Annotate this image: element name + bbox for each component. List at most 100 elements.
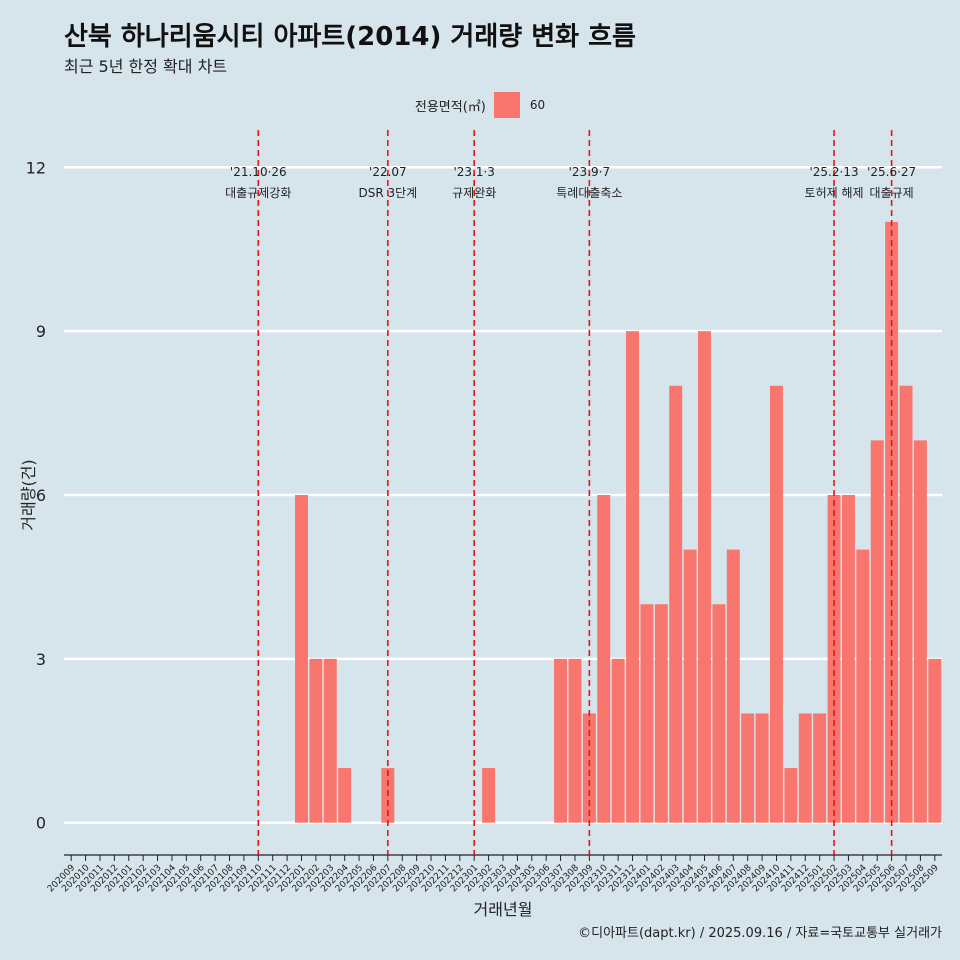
bar	[309, 658, 323, 823]
chart-subtitle: 최근 5년 한정 확대 차트	[64, 57, 228, 76]
x-tick-label: 202406	[694, 863, 726, 895]
bar	[885, 221, 899, 823]
x-tick-label: 202204	[319, 863, 351, 895]
x-tick-label: 202405	[679, 863, 710, 894]
x-tick-label: 202307	[535, 863, 566, 894]
x-tick-label: 202311	[593, 863, 624, 894]
x-tick-label: 202201	[276, 863, 307, 894]
bar	[827, 495, 841, 823]
x-tick-label: 202402	[636, 863, 667, 894]
x-tick-label: 202412	[780, 863, 811, 894]
annotation-label: 대출규제	[870, 186, 914, 200]
annotation-label: 특례대출축소	[556, 186, 622, 200]
x-tick-label: 202507	[881, 863, 912, 894]
x-tick-label: 202502	[809, 863, 840, 894]
x-tick-label: 202206	[348, 863, 380, 895]
bar	[870, 440, 884, 823]
x-tick-label: 202408	[722, 863, 754, 895]
x-tick-label: 202305	[507, 863, 538, 894]
bar	[698, 331, 711, 823]
x-tick-label: 202011	[75, 863, 106, 894]
bar	[712, 604, 726, 823]
annotation-label: 대출규제강화	[225, 186, 291, 200]
bar	[928, 658, 942, 823]
x-tick-label: 202411	[766, 863, 797, 894]
x-tick-label: 202110	[233, 863, 265, 895]
bar	[841, 495, 855, 823]
x-tick-label: 202207	[363, 863, 394, 894]
x-tick-label: 202505	[852, 863, 883, 894]
bar	[813, 713, 827, 823]
x-tick-label: 202404	[665, 863, 697, 895]
y-tick-label: 0	[36, 814, 46, 833]
legend: 전용면적(㎡) 60	[0, 92, 960, 118]
x-tick-label: 202401	[622, 863, 653, 894]
source-caption: ©디아파트(dapt.kr) / 2025.09.16 / 자료=국토교통부 실…	[578, 926, 942, 941]
x-tick-label: 202308	[550, 863, 582, 895]
bar	[741, 713, 755, 823]
x-tick-label: 202407	[708, 863, 739, 894]
y-tick-label: 6	[36, 486, 46, 505]
annotation-date: '21.10·26	[230, 165, 287, 179]
legend-title: 전용면적(㎡)	[414, 99, 486, 115]
x-tick-label: 202403	[650, 863, 681, 894]
x-tick-label: 202302	[463, 863, 494, 894]
legend-swatch	[493, 92, 520, 118]
x-tick-label: 202212	[435, 863, 466, 894]
x-tick-label: 202010	[60, 863, 92, 895]
annotation-date: '25.6·27	[867, 165, 916, 179]
y-tick-label: 9	[36, 322, 46, 341]
annotation-date: '23.9·7	[569, 165, 610, 179]
bar	[597, 495, 611, 823]
bar	[856, 549, 870, 823]
bar	[482, 768, 496, 823]
y-axis-title: 거래량(건)	[19, 459, 38, 530]
bar	[669, 385, 683, 823]
x-axis-title: 거래년월	[474, 900, 533, 919]
annotation-label: 규제완화	[452, 186, 496, 200]
bar	[295, 495, 308, 823]
bar	[784, 768, 798, 823]
x-tick-label: 202210	[406, 863, 438, 895]
x-tick-label: 202109	[219, 863, 251, 895]
x-tick-label: 202506	[866, 863, 898, 895]
x-tick-label: 202203	[305, 863, 336, 894]
x-tick-label: 202012	[89, 863, 120, 894]
bar	[554, 658, 568, 823]
x-tick-label: 202301	[449, 863, 480, 894]
x-tick-label: 202310	[579, 863, 611, 895]
x-tick-label: 202205	[334, 863, 365, 894]
annotation-date: '25.2·13	[809, 165, 858, 179]
legend-entry-label: 60	[529, 98, 546, 112]
bar	[899, 385, 913, 823]
x-tick-label: 202111	[247, 863, 278, 894]
x-tick-label: 202202	[291, 863, 322, 894]
annotation-label: 토허제 해제	[805, 186, 864, 200]
annotation-date: '23.1·3	[453, 165, 494, 179]
x-tick-label: 202107	[190, 863, 221, 894]
x-tick-label: 202103	[132, 863, 163, 894]
y-tick-label: 12	[26, 158, 46, 177]
x-tick-label: 202509	[910, 863, 942, 895]
x-tick-label: 202410	[751, 863, 783, 895]
x-tick-label: 202309	[564, 863, 596, 895]
bar	[654, 604, 668, 823]
x-tick-label: 202009	[46, 863, 78, 895]
x-tick-label: 202104	[147, 863, 179, 895]
x-tick-label: 202108	[204, 863, 236, 895]
x-tick-label: 202211	[420, 863, 451, 894]
bar	[568, 658, 582, 823]
annotation-label: DSR 3단계	[358, 186, 417, 200]
x-tick-label: 202303	[478, 863, 509, 894]
x-tick-label: 202304	[492, 863, 524, 895]
bar	[769, 385, 783, 823]
x-tick-label: 202312	[607, 863, 638, 894]
x-tick-label: 202508	[895, 863, 927, 895]
x-tick-label: 202105	[161, 863, 192, 894]
x-tick-label: 202106	[175, 863, 207, 895]
bar	[755, 713, 769, 823]
x-tick-label: 202102	[118, 863, 149, 894]
bar	[683, 549, 697, 823]
